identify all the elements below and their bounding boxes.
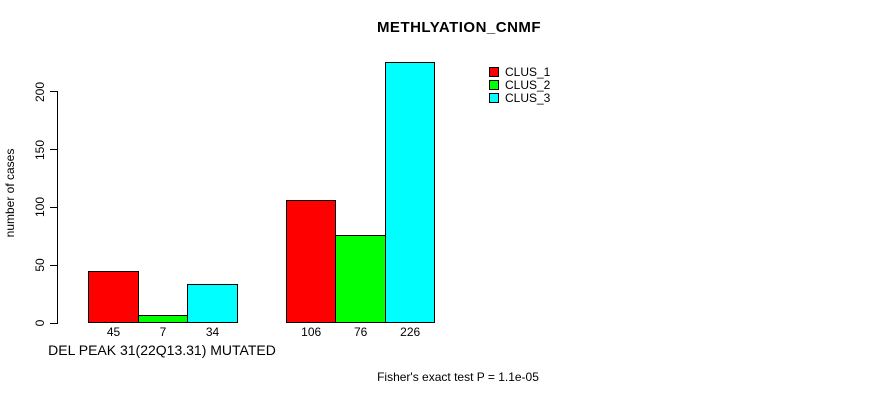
y-tick — [50, 149, 58, 151]
bar-value-label: 34 — [205, 325, 220, 339]
group-label: DEL PEAK 31(22Q13.31) MUTATED — [48, 342, 276, 358]
y-tick — [50, 264, 58, 266]
legend-label: CLUS_3 — [505, 91, 551, 105]
y-tick-label: 150 — [33, 139, 47, 160]
bar-value-label: 106 — [301, 325, 322, 339]
bar — [285, 200, 337, 323]
legend-item: CLUS_1 — [489, 65, 551, 79]
legend-swatch-icon — [489, 67, 499, 77]
legend-item: CLUS_2 — [489, 78, 551, 92]
chart-title: METHLYATION_CNMF — [376, 19, 542, 36]
bar-value-label: 226 — [400, 325, 421, 339]
y-axis-label: number of cases — [3, 148, 17, 238]
bar — [88, 270, 139, 323]
bar — [187, 283, 238, 323]
y-tick — [50, 322, 58, 324]
bar — [384, 61, 436, 323]
footnote: Fisher's exact test P = 1.1e-05 — [377, 370, 539, 384]
bar-value-label: 7 — [159, 325, 167, 339]
legend-swatch-icon — [489, 93, 499, 103]
legend-item: CLUS_3 — [489, 91, 551, 105]
legend-swatch-icon — [489, 80, 499, 90]
y-tick-label: 100 — [33, 197, 47, 218]
bar-value-label: 45 — [106, 325, 121, 339]
bar-value-label: 76 — [354, 325, 368, 339]
y-tick — [50, 206, 58, 208]
y-tick — [50, 91, 58, 93]
bar — [137, 314, 188, 323]
legend: CLUS_1 CLUS_2 CLUS_3 — [489, 65, 551, 105]
legend-label: CLUS_1 — [505, 65, 551, 79]
y-tick-label: 0 — [33, 319, 47, 327]
y-tick-label: 50 — [33, 258, 47, 272]
legend-label: CLUS_2 — [505, 78, 551, 92]
y-tick-label: 200 — [33, 81, 47, 102]
bar — [335, 235, 386, 323]
